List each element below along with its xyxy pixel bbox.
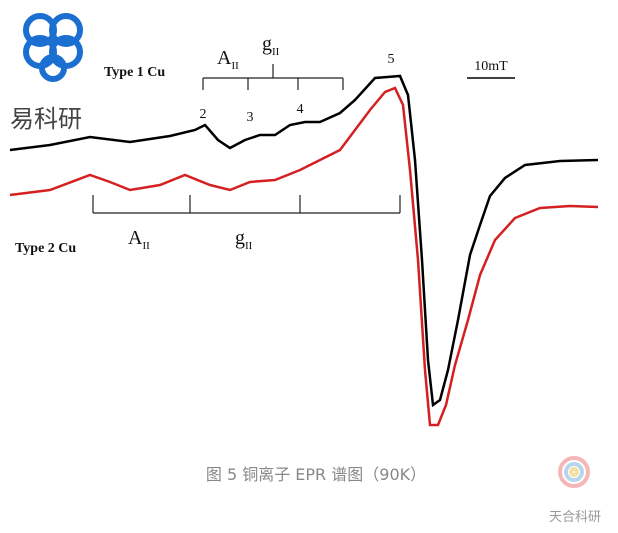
scale-label: 10mT (474, 59, 508, 74)
type2-g: gII (235, 227, 253, 252)
g-main: g (262, 33, 272, 55)
logo-text: 易科研 (10, 105, 82, 133)
type1-label: Type 1 Cu (104, 65, 165, 80)
peak-label: 5 (388, 52, 395, 67)
caption: 图 5 铜离子 EPR 谱图（90K） (206, 465, 426, 484)
a-main: A (128, 227, 143, 249)
a-sub: II (142, 240, 150, 252)
g-sub: II (245, 240, 253, 252)
type2-label: Type 2 Cu (15, 241, 76, 256)
watermark-logo (558, 456, 590, 488)
type2-curve (9, 86, 599, 427)
type2-a: AII (128, 227, 150, 252)
type1-g: gII (262, 33, 280, 58)
type1-a: AII (217, 47, 239, 72)
g-main: g (235, 227, 245, 249)
a-main: A (217, 47, 232, 69)
logo (23, 13, 83, 82)
peak-label: 4 (297, 102, 304, 117)
a-sub: II (231, 60, 239, 72)
peak-label: 3 (247, 110, 254, 125)
type1-bracket (202, 64, 344, 90)
g-sub: II (272, 46, 280, 58)
peak-label: 2 (200, 107, 207, 122)
type1-curve (9, 74, 599, 408)
type2-bracket (92, 195, 401, 214)
watermark: 天合科研 (549, 510, 601, 525)
